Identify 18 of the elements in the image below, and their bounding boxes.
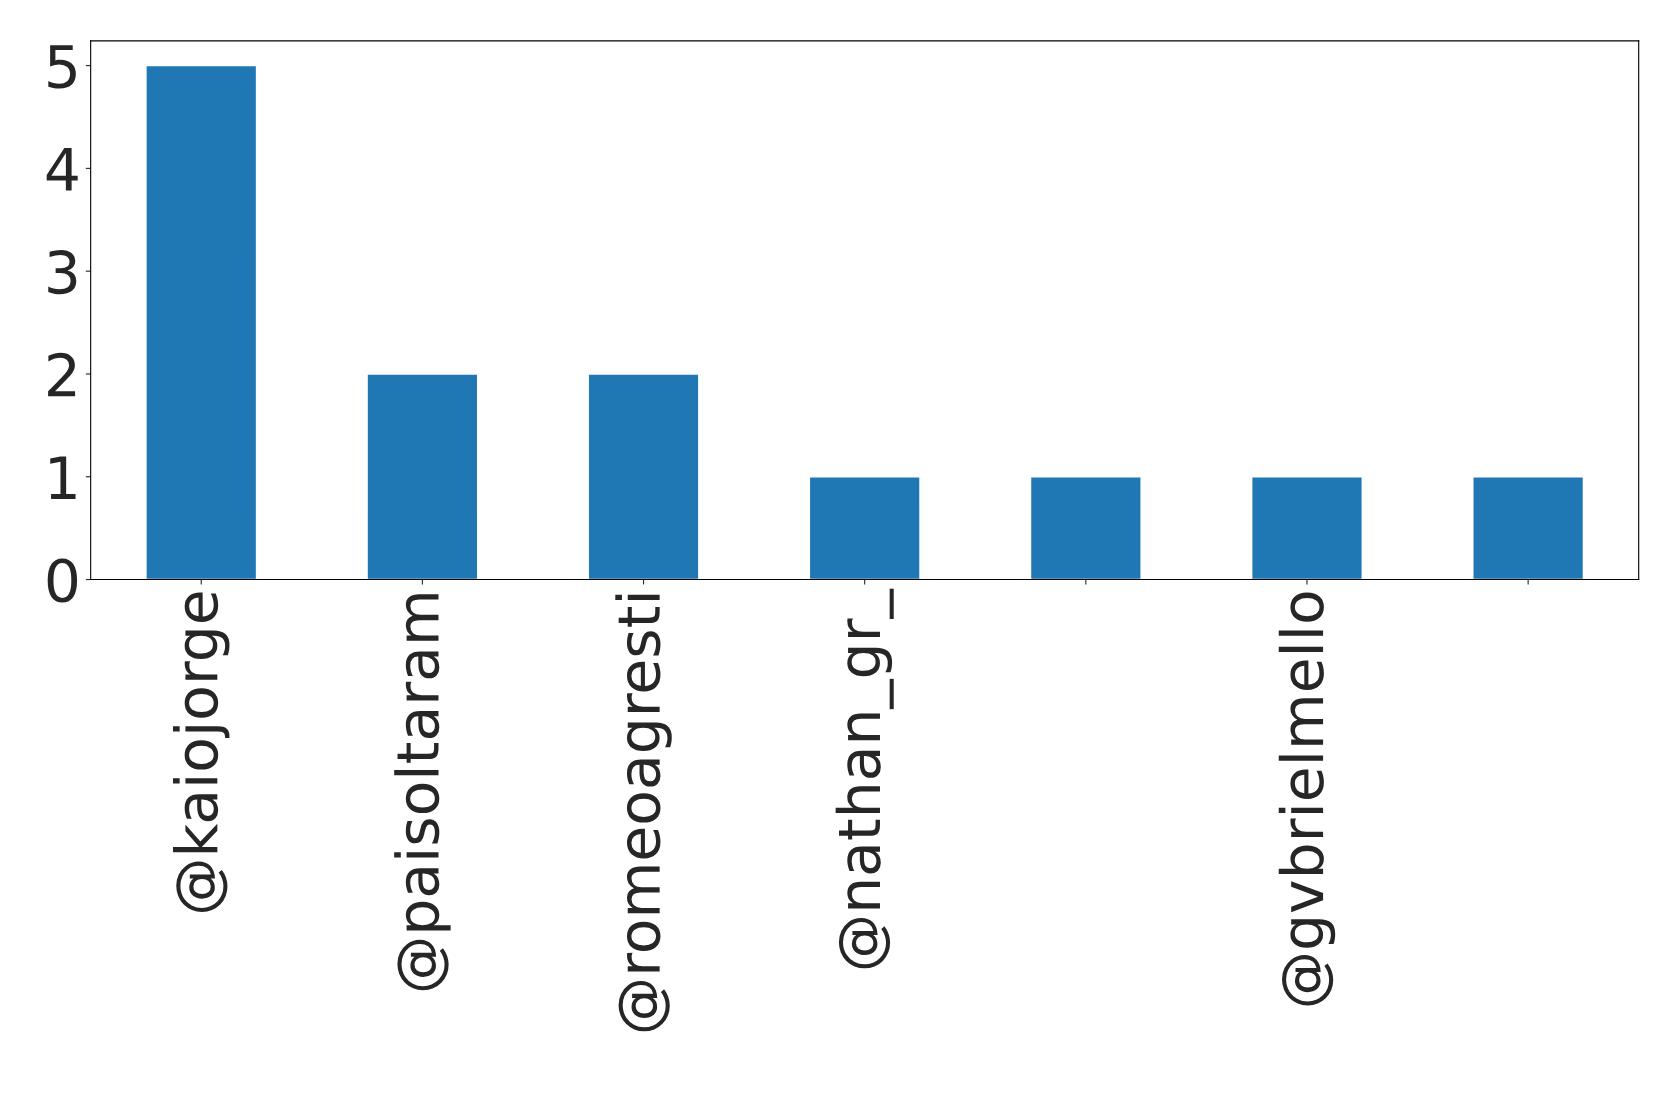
bar [1029, 476, 1142, 580]
y-tick-label: 4 [46, 148, 78, 191]
y-tick-label: 1 [50, 456, 76, 499]
x-tick-label: @paisoltaram [394, 594, 451, 991]
bar [587, 373, 700, 580]
y-tick-label: 0 [47, 558, 78, 603]
y-tick-label: 3 [48, 250, 77, 295]
x-tick-label: @kaiojorge [173, 592, 230, 912]
x-tick-label: @gvbrielmello [1278, 592, 1336, 1006]
x-tick-label: @nathan_gr_ [835, 588, 894, 969]
bar [1250, 476, 1363, 580]
bar [808, 476, 921, 580]
bar [366, 373, 479, 580]
bar [145, 64, 258, 580]
y-tick-label: 2 [48, 352, 76, 397]
x-tick-label: @romeoagresti [615, 594, 672, 1032]
bar [1472, 476, 1585, 580]
y-tick-label: 5 [48, 45, 76, 89]
